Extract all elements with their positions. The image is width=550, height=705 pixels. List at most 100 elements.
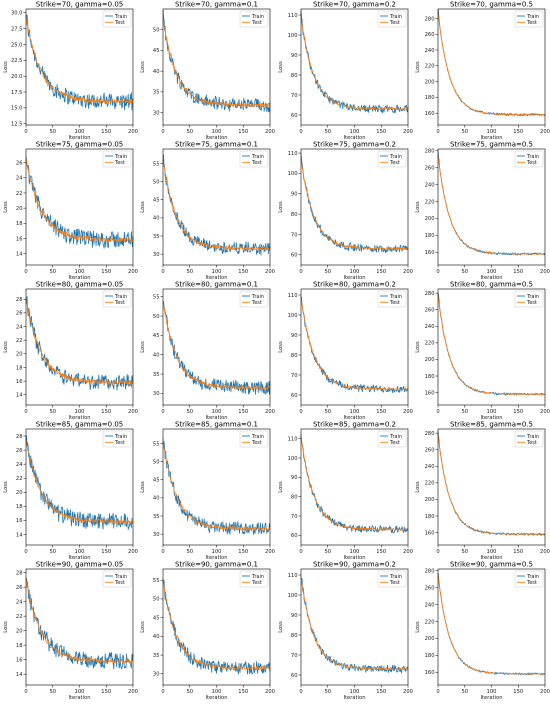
legend-label-train: Train	[389, 294, 402, 300]
y-tick-label: 240	[425, 182, 435, 188]
subplot-title: Strike=80, gamma=0.5	[450, 281, 533, 289]
y-tick-label: 28	[16, 297, 23, 303]
y-tick-label: 30	[153, 252, 160, 258]
legend-label-test: Test	[251, 160, 262, 166]
subplot-title: Strike=75, gamma=0.2	[313, 141, 396, 149]
test-series-line	[300, 295, 409, 391]
subplot-title: Strike=70, gamma=0.2	[313, 1, 396, 9]
legend-label-train: Train	[251, 14, 264, 20]
subplot-r2-c3: Strike=75, gamma=0.2 60 70 80 90 100 110 0 50 100…	[278, 141, 413, 282]
axes-frame	[25, 8, 134, 126]
y-tick-label: 220	[425, 64, 435, 70]
x-tick-label: 150	[376, 129, 386, 135]
x-tick-label: 150	[376, 689, 386, 695]
x-tick-label: 150	[238, 689, 248, 695]
subplot-title: Strike=75, gamma=0.05	[36, 141, 123, 149]
legend-label-test: Test	[389, 440, 400, 446]
y-axis-label: Loss	[415, 201, 421, 213]
y-tick-label: 50	[153, 28, 160, 34]
y-tick-label: 20	[16, 490, 23, 496]
y-tick-label: 50	[153, 314, 160, 320]
y-tick-label: 60	[291, 113, 298, 119]
x-tick-label: 100	[487, 689, 497, 695]
y-tick-label: 220	[425, 481, 435, 487]
legend-box	[377, 10, 407, 28]
legend-label-train: Train	[251, 294, 264, 300]
y-tick-label: 80	[291, 494, 298, 500]
x-tick-label: 200	[540, 409, 550, 415]
axes-frame	[300, 288, 409, 406]
y-axis-label: Loss	[278, 481, 284, 493]
y-tick-label: 26	[16, 160, 23, 166]
train-series-line	[25, 435, 134, 530]
train-series-line	[162, 154, 271, 256]
legend-box	[514, 290, 544, 308]
y-tick-label: 200	[425, 636, 435, 642]
subplot-title: Strike=85, gamma=0.2	[313, 421, 396, 429]
y-axis-label: Loss	[140, 621, 146, 633]
y-tick-label: 50	[153, 179, 160, 185]
legend-label-test: Test	[251, 440, 262, 446]
x-tick-label: 100	[487, 409, 497, 415]
subplot-r5-c3: Strike=90, gamma=0.2 60 70 80 90 100 110 0 50 100…	[278, 561, 413, 702]
y-tick-label: 280	[425, 291, 435, 297]
y-tick-label: 25.0	[11, 42, 23, 48]
legend-box	[239, 570, 269, 588]
legend-label-test: Test	[251, 20, 262, 26]
x-tick-label: 50	[461, 269, 468, 275]
y-tick-label: 50	[153, 597, 160, 603]
subplot-r5-c2: Strike=90, gamma=0.1 30 35 40 45 50 55 0 50 100 15…	[140, 561, 275, 702]
axes-frame	[300, 568, 409, 686]
test-series-line	[25, 158, 134, 243]
legend-label-test: Test	[389, 300, 400, 306]
y-tick-label: 70	[291, 232, 298, 238]
x-tick-label: 150	[238, 549, 248, 555]
x-tick-label: 150	[513, 689, 523, 695]
x-tick-label: 200	[128, 269, 138, 275]
subplot-r4-c3: Strike=85, gamma=0.2 60 70 80 90 100 110 0 50 100…	[278, 421, 413, 562]
x-tick-label: 0	[436, 409, 439, 415]
y-axis-label: Loss	[278, 341, 284, 353]
subplot-r3-c3: Strike=80, gamma=0.2 60 70 80 90 100 110 0 50 100…	[278, 281, 413, 422]
train-series-line	[162, 580, 271, 675]
legend-label-train: Train	[389, 574, 402, 580]
subplot-title: Strike=80, gamma=0.2	[313, 281, 396, 289]
x-tick-label: 100	[75, 689, 85, 695]
x-tick-label: 50	[186, 269, 193, 275]
x-axis-label: Iteration	[343, 275, 365, 281]
y-tick-label: 24	[16, 462, 23, 468]
x-tick-label: 200	[540, 549, 550, 555]
x-tick-label: 100	[212, 129, 222, 135]
y-tick-label: 35	[153, 90, 160, 96]
subplot-title: Strike=90, gamma=0.05	[36, 561, 123, 569]
y-tick-label: 17.5	[11, 90, 23, 96]
test-series-line	[300, 159, 409, 251]
legend-label-train: Train	[251, 574, 264, 580]
x-tick-label: 100	[75, 409, 85, 415]
y-tick-label: 45	[153, 198, 160, 204]
x-tick-label: 200	[128, 549, 138, 555]
x-tick-label: 0	[436, 549, 439, 555]
axes-frame	[162, 288, 271, 406]
x-tick-label: 150	[513, 129, 523, 135]
x-tick-label: 0	[299, 549, 302, 555]
y-tick-label: 60	[291, 673, 298, 679]
train-series-line	[300, 577, 409, 674]
test-series-line	[300, 16, 409, 111]
y-tick-label: 45	[153, 48, 160, 54]
x-tick-label: 150	[101, 269, 111, 275]
y-tick-label: 220	[425, 341, 435, 347]
x-axis-label: Iteration	[343, 555, 365, 561]
y-tick-label: 70	[291, 93, 298, 99]
subplot-r1-c1: Strike=70, gamma=0.05 12.5 15.0 17.5 20.0 22.…	[3, 1, 138, 142]
y-tick-label: 30	[153, 672, 160, 678]
legend-box	[377, 290, 407, 308]
axes-frame	[162, 428, 271, 546]
axes-frame	[162, 148, 271, 266]
legend-label-train: Train	[114, 574, 127, 580]
